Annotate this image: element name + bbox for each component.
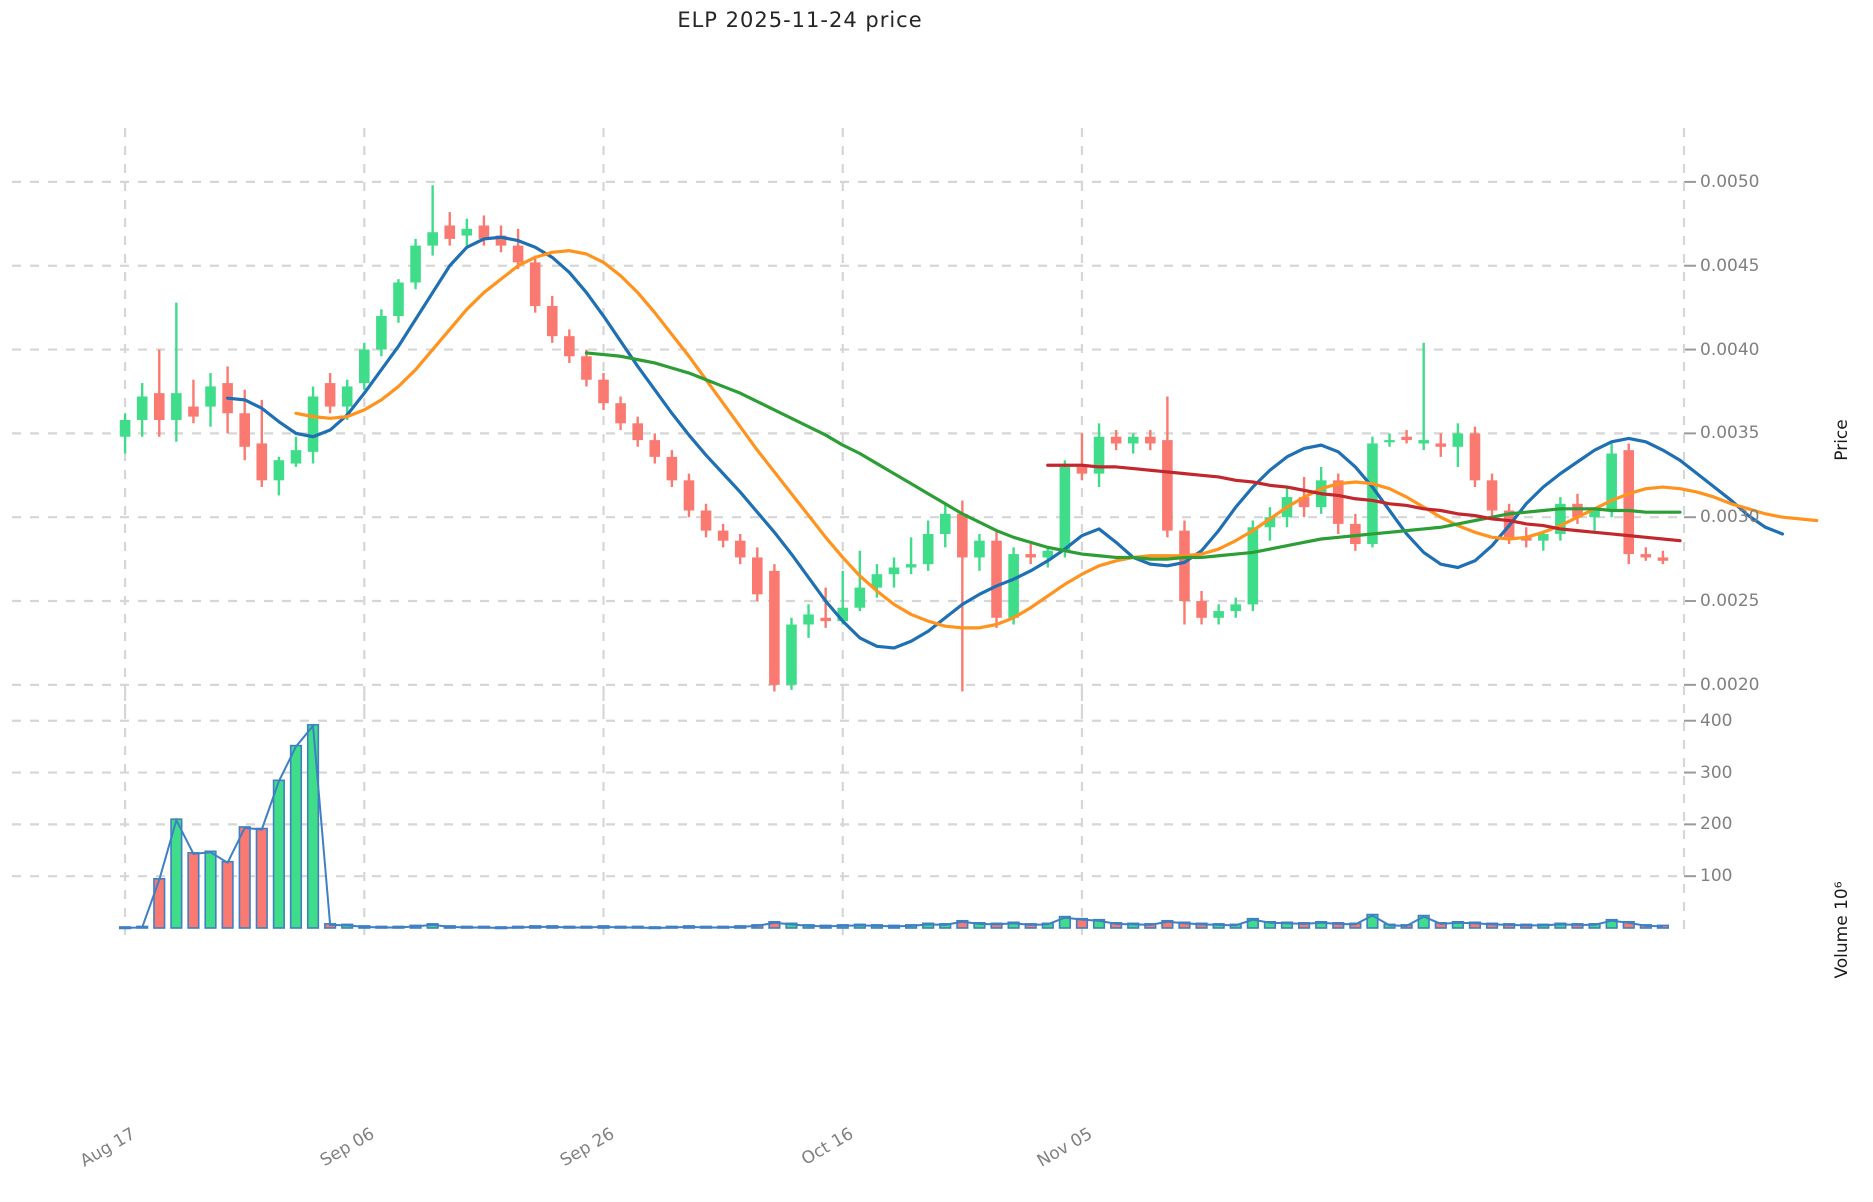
chart-title: ELP 2025-11-24 price [677,8,923,32]
price-tick-label: 0.0050 [1700,171,1760,192]
volume-axis-title: Volume 10⁶ [1832,881,1852,979]
price-plot-area [108,140,1819,710]
x-tick-label: Oct 16 [797,1124,857,1170]
price-tick-label: 0.0035 [1700,423,1760,444]
price-tick-label: 0.0030 [1700,507,1760,528]
volume-tick-label: 200 [1700,814,1733,835]
price-tick-label: 0.0025 [1700,591,1760,612]
price-tick-label: 0.0045 [1700,255,1760,276]
price-axis-title: Price [1832,419,1852,461]
price-tick-label: 0.0020 [1700,674,1760,695]
x-tick-label: Aug 17 [76,1124,140,1172]
x-tick-label: Sep 06 [317,1124,379,1171]
x-tick-label: Nov 05 [1033,1124,1096,1172]
volume-series-layer [118,723,1670,930]
volume-tick-label: 400 [1700,710,1733,731]
volume-plot-area [108,700,1680,930]
price-tick-label: 0.0040 [1700,339,1760,360]
volume-tick-label: 100 [1700,866,1733,887]
x-tick-label: Sep 26 [556,1124,618,1171]
volume-tick-label: 300 [1700,762,1733,783]
price-series-layer [119,185,1819,692]
